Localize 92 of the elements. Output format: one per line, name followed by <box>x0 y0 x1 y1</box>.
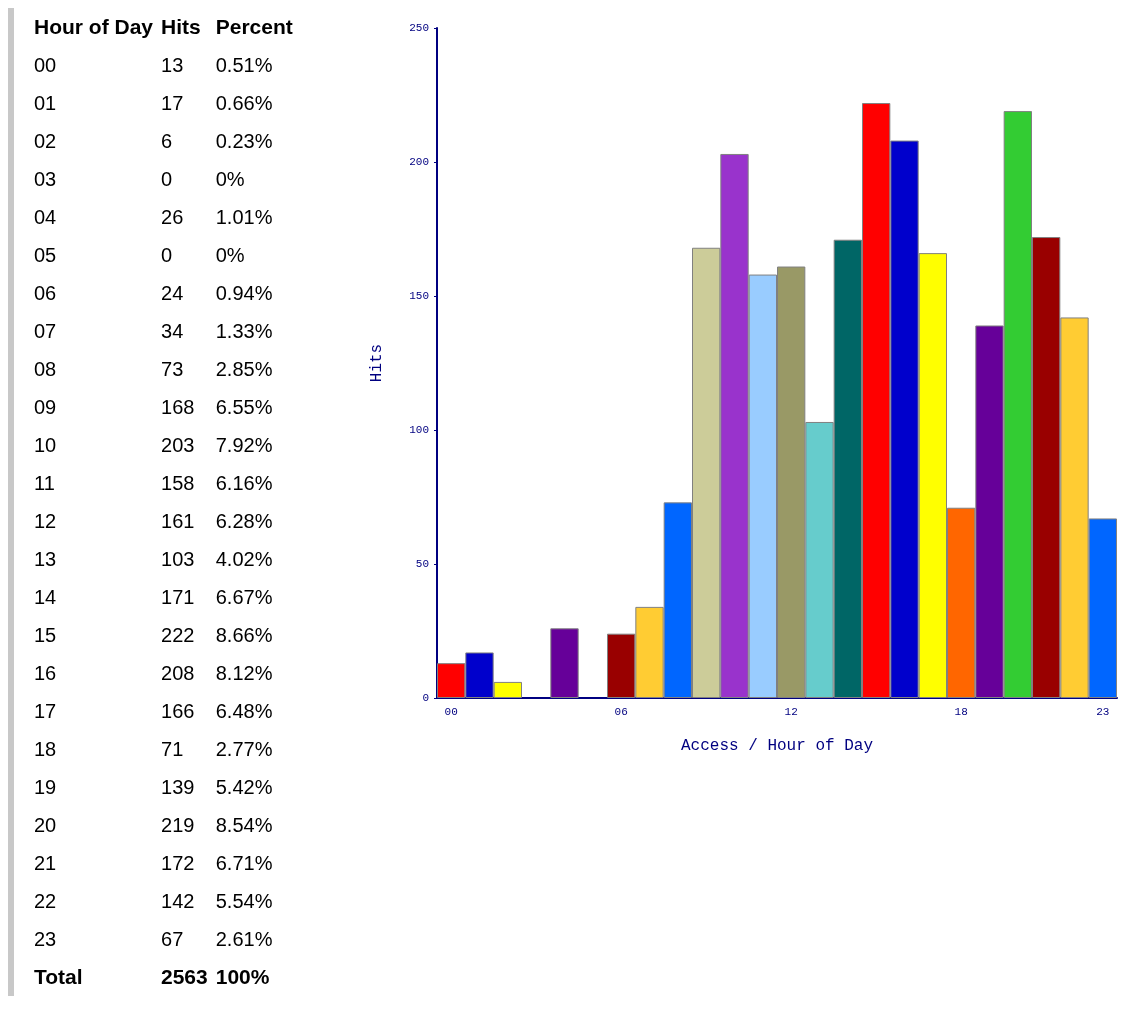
text: 0.94% <box>214 280 274 306</box>
text: 4.02% <box>214 546 274 572</box>
x-tick-label: 23 <box>1096 705 1110 718</box>
text: 13 <box>33 546 58 572</box>
text: 08 <box>33 356 58 382</box>
text: 10 <box>33 432 58 458</box>
text: 6.48% <box>214 698 274 724</box>
text: 19 <box>33 774 58 800</box>
text: 15 <box>33 622 58 648</box>
text: 07 <box>33 318 58 344</box>
text: 02 <box>33 128 58 154</box>
text: 23 <box>33 926 58 952</box>
text: 11 <box>33 470 56 496</box>
text: 06 <box>33 280 58 306</box>
y-tick-label: 200 <box>409 156 429 168</box>
text: 172 <box>160 850 196 876</box>
text: 8.12% <box>214 660 274 686</box>
text: 103 <box>160 546 196 572</box>
text: 00 <box>33 52 58 78</box>
text: 04 <box>33 204 58 230</box>
text: 5.54% <box>214 888 274 914</box>
text: Hits <box>160 14 202 40</box>
text: 8.54% <box>214 812 274 838</box>
y-tick-label: 250 <box>409 22 429 34</box>
text: 219 <box>160 812 196 838</box>
text: 6.28% <box>214 508 274 534</box>
text: 139 <box>160 774 196 800</box>
text: 16 <box>33 660 58 686</box>
y-axis-title: Hits <box>368 343 386 383</box>
text: 222 <box>160 622 196 648</box>
text: 0% <box>214 242 246 268</box>
text: 0.23% <box>214 128 274 154</box>
x-tick-label: 06 <box>614 705 628 718</box>
text: 71 <box>160 736 185 762</box>
text: 158 <box>160 470 196 496</box>
text: 6.67% <box>214 584 274 610</box>
text: 2563 <box>160 964 209 990</box>
text: 01 <box>33 90 58 116</box>
text: 73 <box>160 356 185 382</box>
text: 17 <box>33 698 58 724</box>
text: 5.42% <box>214 774 274 800</box>
text: Hour of Day <box>33 14 154 40</box>
text: 26 <box>160 204 185 230</box>
text: 14 <box>33 584 58 610</box>
text: 0 <box>160 242 174 268</box>
text: 166 <box>160 698 196 724</box>
text: 18 <box>33 736 58 762</box>
x-axis-title: Access / Hour of Day <box>680 737 874 755</box>
text: 34 <box>160 318 185 344</box>
text: Total <box>33 964 84 990</box>
text: 203 <box>160 432 196 458</box>
text: 17 <box>160 90 185 116</box>
text: 09 <box>33 394 58 420</box>
text: 8.66% <box>214 622 274 648</box>
text: 05 <box>33 242 58 268</box>
text: 03 <box>33 166 58 192</box>
text: 168 <box>160 394 196 420</box>
y-tick-label: 50 <box>415 558 429 570</box>
text: 2.61% <box>214 926 274 952</box>
text: Percent <box>214 14 294 40</box>
text: 21 <box>33 850 58 876</box>
text: 6.16% <box>214 470 274 496</box>
text: 2.77% <box>214 736 274 762</box>
text: 0.51% <box>214 52 274 78</box>
y-tick-label: 150 <box>409 290 429 302</box>
text: 13 <box>160 52 185 78</box>
text: 1.33% <box>214 318 274 344</box>
text: 208 <box>160 660 196 686</box>
bar <box>550 628 579 698</box>
text: 0% <box>214 166 246 192</box>
text: 2.85% <box>214 356 274 382</box>
text: 6.55% <box>214 394 274 420</box>
y-tick-label: 0 <box>422 692 429 704</box>
text: 171 <box>160 584 196 610</box>
y-tick-label: 100 <box>409 424 429 436</box>
text: 0.66% <box>214 90 274 116</box>
text: 12 <box>33 508 58 534</box>
text: 20 <box>33 812 58 838</box>
text: 24 <box>160 280 185 306</box>
text: 6.71% <box>214 850 274 876</box>
text: 1.01% <box>214 204 274 230</box>
text: 142 <box>160 888 196 914</box>
x-tick-label: 18 <box>954 705 968 718</box>
x-tick-label: 12 <box>784 705 798 718</box>
text: 6 <box>160 128 174 154</box>
text: 67 <box>160 926 185 952</box>
text: 22 <box>33 888 58 914</box>
text: 161 <box>160 508 196 534</box>
text: 0 <box>160 166 174 192</box>
text: 100% <box>214 964 271 990</box>
x-tick-label: 00 <box>444 705 458 718</box>
text: 7.92% <box>214 432 274 458</box>
